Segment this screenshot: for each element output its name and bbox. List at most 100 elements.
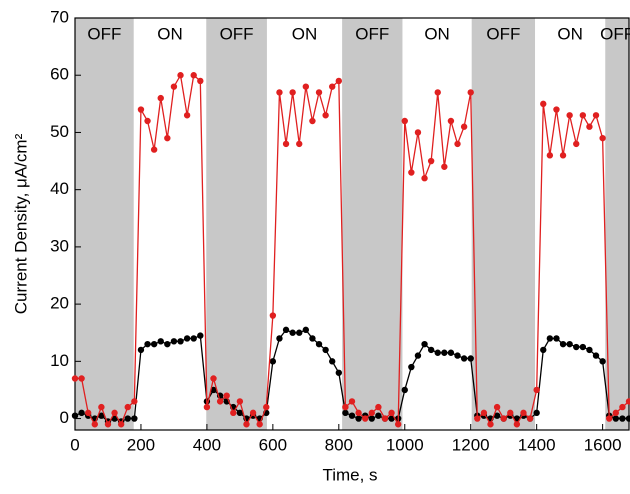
data-point: [619, 403, 626, 411]
y-tick-label: 10: [50, 351, 69, 370]
data-point: [573, 140, 580, 148]
data-point: [269, 358, 277, 365]
data-point: [520, 409, 527, 417]
data-point: [546, 335, 554, 342]
data-point: [223, 392, 230, 399]
data-point: [408, 363, 415, 371]
data-point: [144, 340, 151, 348]
region-label: ON: [157, 24, 183, 43]
data-point: [302, 326, 310, 334]
data-point: [190, 335, 197, 342]
data-point: [117, 421, 125, 428]
data-point: [256, 421, 263, 428]
y-tick-label: 50: [50, 122, 69, 141]
data-point: [329, 358, 336, 365]
data-point: [170, 338, 178, 345]
data-point: [342, 409, 349, 417]
data-point: [533, 386, 540, 394]
data-point: [447, 349, 455, 356]
x-tick-label: 400: [193, 435, 221, 454]
data-point: [296, 329, 303, 336]
data-point: [599, 134, 606, 142]
data-point: [315, 89, 323, 96]
data-point: [263, 403, 270, 411]
data-point: [553, 335, 560, 342]
data-point: [421, 175, 428, 182]
data-point: [467, 355, 474, 362]
data-point: [625, 415, 630, 422]
data-point: [566, 340, 573, 348]
region-label: OFF: [87, 24, 121, 43]
data-point: [111, 409, 118, 417]
data-point: [177, 72, 184, 79]
off-region: [75, 18, 134, 430]
data-point: [401, 386, 408, 394]
data-point: [315, 340, 323, 348]
data-point: [137, 106, 145, 113]
data-point: [276, 89, 283, 96]
data-point: [592, 352, 600, 359]
data-point: [150, 340, 158, 348]
y-axis-label: Current Density, μA/cm²: [11, 133, 30, 314]
data-point: [507, 409, 514, 417]
data-point: [414, 352, 422, 359]
data-point: [355, 415, 362, 422]
y-tick-label: 70: [50, 7, 69, 26]
region-label: ON: [557, 24, 583, 43]
data-point: [289, 89, 296, 96]
data-point: [553, 106, 560, 113]
region-label: OFF: [486, 24, 520, 43]
data-point: [375, 412, 382, 419]
data-point: [460, 355, 468, 362]
data-point: [540, 100, 547, 108]
data-point: [157, 94, 164, 102]
data-point: [216, 398, 224, 405]
x-tick-label: 1600: [584, 435, 622, 454]
data-point: [368, 409, 375, 417]
data-point: [474, 415, 481, 422]
data-point: [441, 349, 448, 356]
data-point: [269, 312, 277, 319]
x-tick-label: 1000: [386, 435, 424, 454]
data-point: [619, 415, 626, 422]
data-point: [71, 412, 79, 419]
data-point: [599, 358, 606, 365]
data-point: [98, 403, 105, 411]
data-point: [447, 117, 455, 125]
data-point: [282, 140, 290, 148]
data-point: [342, 403, 349, 411]
y-tick-label: 20: [50, 294, 69, 313]
data-point: [361, 415, 369, 422]
data-point: [381, 415, 389, 422]
x-tick-label: 800: [325, 435, 353, 454]
data-point: [375, 403, 382, 411]
data-point: [441, 163, 448, 170]
data-point: [335, 369, 343, 376]
data-point: [282, 326, 290, 334]
data-point: [348, 398, 356, 405]
region-label: ON: [292, 24, 318, 43]
data-point: [335, 77, 343, 85]
data-point: [533, 409, 540, 417]
data-point: [454, 352, 461, 359]
x-tick-label: 600: [259, 435, 287, 454]
data-point: [500, 415, 507, 422]
data-point: [586, 123, 593, 130]
off-region: [471, 18, 536, 430]
data-point: [197, 77, 204, 85]
x-tick-label: 1200: [452, 435, 490, 454]
data-point: [210, 375, 217, 382]
data-point: [203, 403, 211, 411]
data-point: [427, 157, 435, 165]
data-point: [625, 398, 630, 405]
data-point: [573, 343, 580, 351]
region-label: ON: [424, 24, 450, 43]
data-point: [434, 89, 441, 96]
data-point: [183, 335, 191, 342]
data-point: [368, 415, 375, 422]
x-tick-label: 200: [127, 435, 155, 454]
data-point: [559, 340, 567, 348]
data-point: [164, 340, 171, 348]
data-point: [183, 112, 191, 119]
